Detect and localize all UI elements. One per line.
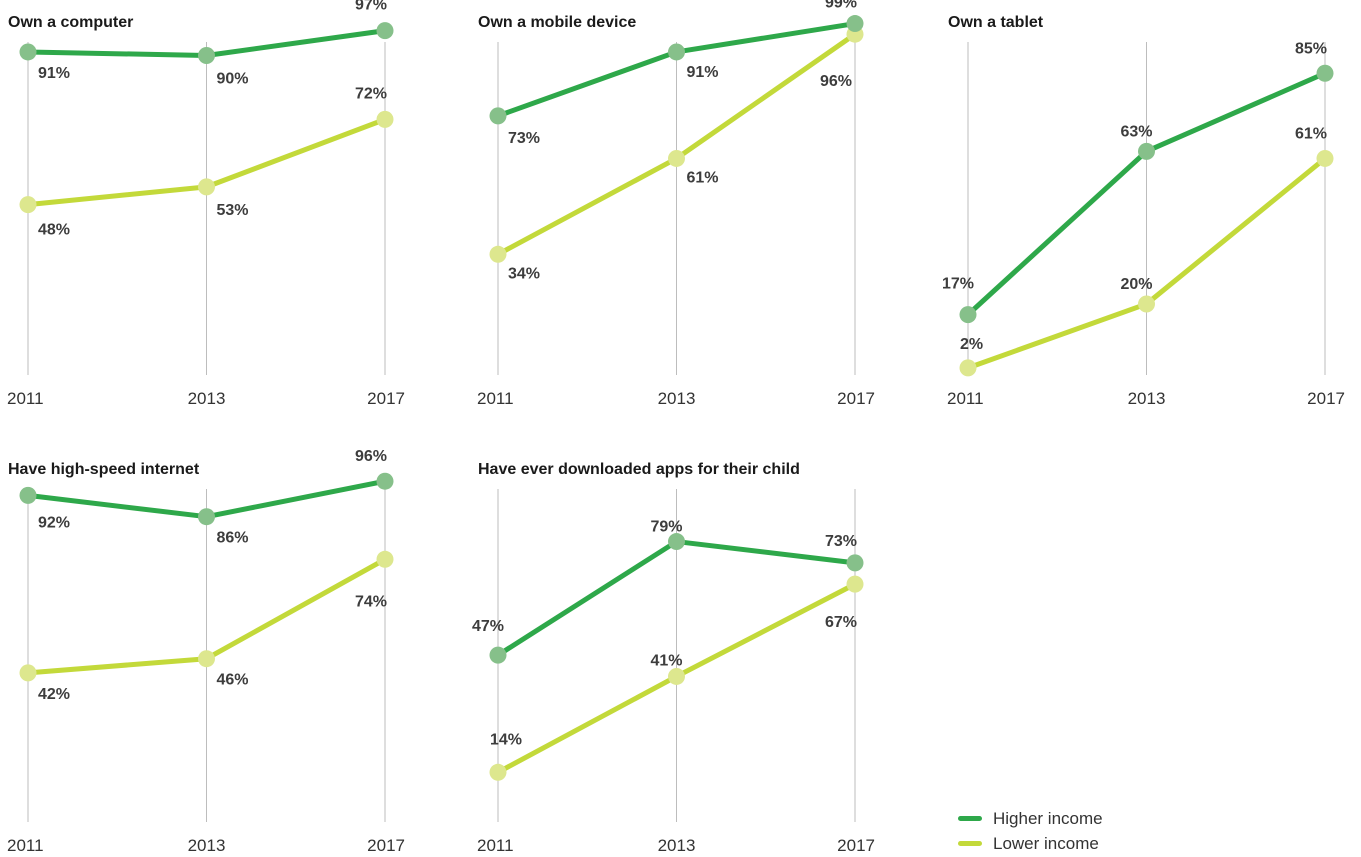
data-label-higher-income-2013: 86% — [217, 530, 249, 547]
data-label-lower-income-2013: 53% — [217, 202, 249, 219]
data-point-higher-income-2017 — [846, 15, 864, 33]
data-point-higher-income-2013 — [668, 43, 685, 61]
data-label-lower-income-2011: 34% — [508, 265, 540, 282]
legend-label-higher-income: Higher income — [993, 808, 1103, 828]
x-tick-label-2011: 2011 — [477, 836, 514, 855]
data-point-higher-income-2011 — [489, 107, 507, 125]
data-label-lower-income-2017: 96% — [820, 73, 852, 90]
x-tick-label-2013: 2013 — [658, 836, 696, 855]
x-tick-label-2017: 2017 — [367, 389, 405, 408]
legend-item-higher-income: Higher income — [958, 806, 1103, 831]
data-label-higher-income-2013: 63% — [1121, 123, 1153, 140]
chart-title: Own a computer — [8, 14, 133, 31]
x-tick-label-2017: 2017 — [1307, 389, 1345, 408]
chart-title: Own a tablet — [948, 14, 1044, 31]
data-label-higher-income-2011: 91% — [38, 65, 70, 82]
chart-panel-5: Have ever downloaded apps for their chil… — [472, 461, 875, 855]
data-point-higher-income-2011 — [19, 486, 37, 504]
chart-title: Have high-speed internet — [8, 461, 200, 478]
data-point-lower-income-2013 — [668, 149, 685, 167]
data-label-higher-income-2013: 90% — [217, 71, 249, 88]
legend: Higher income Lower income — [958, 806, 1103, 856]
x-tick-label-2011: 2011 — [7, 836, 44, 855]
x-tick-label-2017: 2017 — [837, 389, 875, 408]
x-tick-label-2013: 2013 — [188, 389, 226, 408]
data-point-higher-income-2017 — [846, 554, 864, 572]
data-label-lower-income-2017: 61% — [1295, 125, 1327, 142]
x-tick-label-2017: 2017 — [837, 836, 875, 855]
data-point-lower-income-2017 — [376, 110, 394, 128]
legend-label-lower-income: Lower income — [993, 833, 1099, 853]
data-label-lower-income-2011: 42% — [38, 686, 70, 703]
data-label-lower-income-2013: 20% — [1121, 276, 1153, 293]
data-label-higher-income-2011: 17% — [942, 276, 974, 293]
chart-title: Have ever downloaded apps for their chil… — [478, 461, 800, 478]
data-label-lower-income-2013: 46% — [217, 672, 249, 689]
data-label-higher-income-2011: 92% — [38, 514, 70, 531]
data-point-higher-income-2013 — [668, 533, 685, 551]
data-point-higher-income-2017 — [376, 472, 394, 490]
data-point-higher-income-2013 — [198, 47, 215, 64]
data-point-lower-income-2011 — [19, 664, 37, 682]
data-point-lower-income-2013 — [198, 650, 215, 668]
data-label-higher-income-2017: 99% — [825, 0, 857, 12]
chart-panel-2: Own a mobile device 2011 2013 2017 73% 91% 99%… — [477, 0, 875, 408]
data-label-higher-income-2013: 79% — [651, 519, 683, 536]
data-point-lower-income-2017 — [1316, 149, 1334, 167]
data-point-lower-income-2013 — [198, 178, 215, 196]
data-point-higher-income-2017 — [376, 22, 394, 40]
data-label-higher-income-2017: 73% — [825, 533, 857, 550]
data-label-higher-income-2017: 96% — [355, 448, 387, 465]
data-label-higher-income-2017: 85% — [1295, 40, 1327, 57]
x-tick-label-2013: 2013 — [188, 836, 226, 855]
chart-panel-4: Have high-speed internet 2011 2013 2017 92% 8… — [7, 448, 405, 855]
data-label-higher-income-2011: 73% — [508, 130, 540, 147]
data-point-lower-income-2013 — [668, 667, 685, 685]
data-point-higher-income-2011 — [959, 306, 977, 324]
data-label-lower-income-2017: 72% — [355, 85, 387, 102]
data-point-lower-income-2011 — [489, 763, 507, 781]
x-tick-label-2011: 2011 — [947, 389, 984, 408]
x-tick-label-2011: 2011 — [7, 389, 44, 408]
data-label-lower-income-2013: 61% — [687, 169, 719, 186]
x-tick-label-2013: 2013 — [1128, 389, 1166, 408]
x-tick-label-2017: 2017 — [367, 836, 405, 855]
chart-panel-1: Own a computer 2011 2013 2017 91% 90% 97% 48% 53… — [7, 0, 405, 408]
data-point-higher-income-2011 — [489, 646, 507, 664]
data-point-lower-income-2017 — [376, 550, 394, 568]
legend-swatch-lower-income — [958, 841, 982, 846]
chart-title: Own a mobile device — [478, 14, 636, 31]
data-label-lower-income-2017: 74% — [355, 593, 387, 610]
data-label-higher-income-2011: 47% — [472, 618, 504, 635]
data-point-higher-income-2011 — [19, 43, 37, 61]
data-label-higher-income-2013: 91% — [687, 64, 719, 81]
data-label-lower-income-2011: 48% — [38, 222, 70, 239]
legend-item-lower-income: Lower income — [958, 831, 1103, 856]
data-label-higher-income-2017: 97% — [355, 0, 387, 14]
data-point-higher-income-2017 — [1316, 64, 1334, 82]
x-tick-label-2013: 2013 — [658, 389, 696, 408]
data-point-higher-income-2013 — [198, 508, 215, 526]
data-point-lower-income-2011 — [19, 196, 37, 214]
data-point-lower-income-2017 — [846, 575, 864, 593]
data-point-higher-income-2013 — [1138, 142, 1155, 160]
data-label-lower-income-2017: 67% — [825, 614, 857, 631]
data-point-lower-income-2011 — [489, 245, 507, 263]
data-point-lower-income-2011 — [959, 359, 977, 377]
chart-panel-3: Own a tablet 2011 2013 2017 17% 63% 85% 2% 20% 61… — [942, 14, 1345, 408]
data-point-lower-income-2013 — [1138, 295, 1155, 313]
data-label-lower-income-2013: 41% — [651, 652, 683, 669]
legend-swatch-higher-income — [958, 816, 982, 821]
x-tick-label-2011: 2011 — [477, 389, 514, 408]
data-label-lower-income-2011: 2% — [960, 336, 983, 353]
data-label-lower-income-2011: 14% — [490, 731, 522, 748]
